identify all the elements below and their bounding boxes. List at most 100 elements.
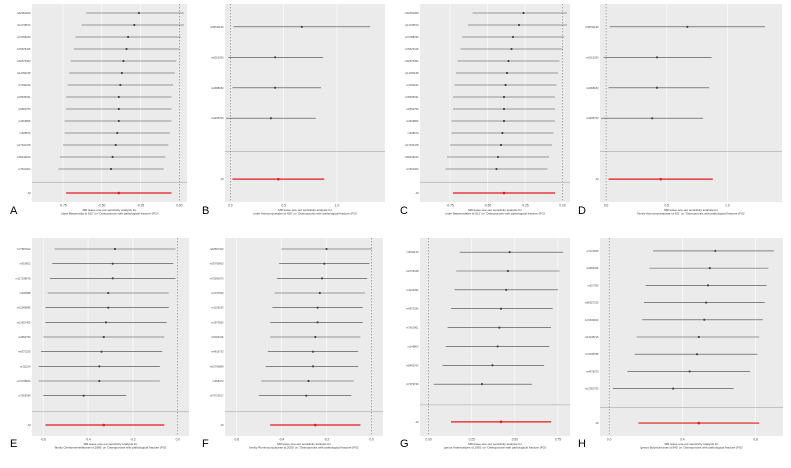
snp-point: [120, 71, 123, 75]
overall-label: All: [28, 423, 31, 427]
snp-point: [686, 25, 689, 28]
panel-g: rs6511120 rs2715418 rs1152494 rs4972254 rs76…: [400, 238, 570, 450]
snp-label: rs12351158: [17, 71, 31, 75]
x-tick-label: -0.75: [59, 204, 66, 208]
snp-point: [314, 335, 317, 339]
snp-point: [522, 11, 525, 15]
snp-label: rs117198678: [16, 276, 32, 280]
snp-label: rs72788330: [17, 35, 31, 39]
panel-background: [32, 4, 187, 202]
x-tick-label: -0.4: [85, 438, 91, 442]
overall-point: [697, 421, 701, 425]
panel-background: [225, 4, 385, 202]
snp-label: rs7040242: [406, 83, 419, 87]
panel-letter: D: [578, 205, 586, 217]
snp-label: rs1156183: [211, 306, 224, 310]
panel-letter: C: [400, 205, 408, 217]
snp-point: [127, 35, 130, 39]
snp-label: rs62576453: [17, 59, 31, 63]
snp-label: rs12381793: [585, 387, 599, 391]
x-axis-label: MR leave-one-out sensitivity analysis fo…: [468, 208, 522, 212]
snp-point: [274, 86, 277, 89]
panel-d: rs59511190 rs6012260 rs2998182 rs4495750 All…: [578, 4, 782, 217]
x-tick-label: -0.4: [279, 438, 285, 442]
x-tick-label: 0.0: [607, 438, 612, 442]
snp-label: rs2998182: [211, 86, 224, 90]
x-axis-label: MR leave-one-out sensitivity analysis fo…: [83, 208, 137, 212]
snp-point: [510, 47, 513, 51]
snp-point: [496, 345, 499, 348]
snp-point: [320, 277, 324, 280]
x-axis-label: 'genus Butyricimonas id.945' on 'Osteopo…: [640, 446, 743, 450]
x-tick-label: 0.00: [426, 438, 432, 442]
snp-point: [651, 117, 654, 120]
panel-letter: H: [578, 438, 586, 450]
snp-point: [502, 119, 506, 123]
snp-label: rs78945331: [405, 95, 419, 99]
snp-point: [502, 107, 506, 111]
snp-label: rs62576453: [405, 59, 419, 63]
x-tick-label: -0.25: [137, 204, 144, 208]
snp-label: rs6572325: [18, 350, 31, 354]
snp-label: rs7918394: [18, 394, 31, 398]
snp-point: [119, 83, 122, 87]
snp-point: [499, 143, 503, 147]
snp-label: rs59511190: [210, 25, 224, 29]
snp-point: [496, 155, 500, 159]
panel-letter: B: [202, 205, 209, 217]
snp-point: [507, 59, 510, 63]
snp-label: rs80927230: [585, 301, 599, 305]
snp-label: rs11745573: [17, 23, 31, 27]
snp-point: [506, 269, 510, 273]
snp-point: [111, 155, 114, 159]
snp-label: rs7610901: [406, 326, 419, 330]
snp-label: rs56449223: [405, 155, 419, 159]
snp-point: [517, 23, 521, 27]
snp-point: [688, 370, 691, 373]
snp-point: [498, 326, 501, 329]
snp-label: rs10766889: [210, 364, 224, 368]
snp-point: [695, 353, 699, 356]
snp-point: [117, 119, 120, 123]
snp-point: [98, 365, 101, 368]
snp-point: [480, 383, 484, 386]
snp-point: [107, 291, 110, 295]
panel-letter: E: [10, 438, 17, 450]
snp-label: rs1152494: [406, 288, 419, 292]
snp-label: rs4616733: [211, 350, 224, 354]
snp-point: [316, 306, 319, 309]
snp-label: rs73235785: [585, 352, 599, 356]
panel-background: [600, 4, 782, 202]
snp-point: [269, 117, 272, 120]
snp-label: rs6502750: [406, 107, 419, 111]
snp-label: rs628670: [408, 131, 419, 135]
x-tick-label: 0.0: [369, 438, 374, 442]
snp-point: [501, 131, 504, 135]
x-tick-label: 0.25: [469, 438, 475, 442]
snp-label: rs79676415: [17, 47, 31, 51]
snp-point: [705, 301, 708, 304]
overall-label: All: [221, 423, 224, 427]
snp-label: rs62051009: [405, 11, 419, 15]
panel-letter: F: [202, 438, 209, 450]
snp-label: rs617390: [588, 283, 599, 287]
snp-point: [655, 86, 659, 89]
snp-label: rs668372: [213, 379, 224, 383]
snp-label: rs146803: [408, 344, 419, 348]
snp-label: rs4916806: [406, 119, 419, 123]
snp-point: [708, 267, 711, 270]
snp-point: [495, 167, 498, 171]
snp-point: [508, 251, 511, 254]
snp-label: rs6012260: [211, 55, 224, 59]
overall-point: [277, 177, 280, 181]
snp-label: rs4972254: [406, 307, 419, 311]
snp-point: [655, 56, 659, 59]
overall-label: All: [416, 191, 419, 195]
snp-label: rs5026416: [211, 335, 224, 339]
snp-point: [311, 365, 315, 368]
snp-label: rs4654790: [18, 335, 31, 339]
snp-label: rs13248716: [585, 335, 599, 339]
overall-label: All: [416, 420, 419, 424]
snp-label: rs7122066: [586, 249, 599, 253]
